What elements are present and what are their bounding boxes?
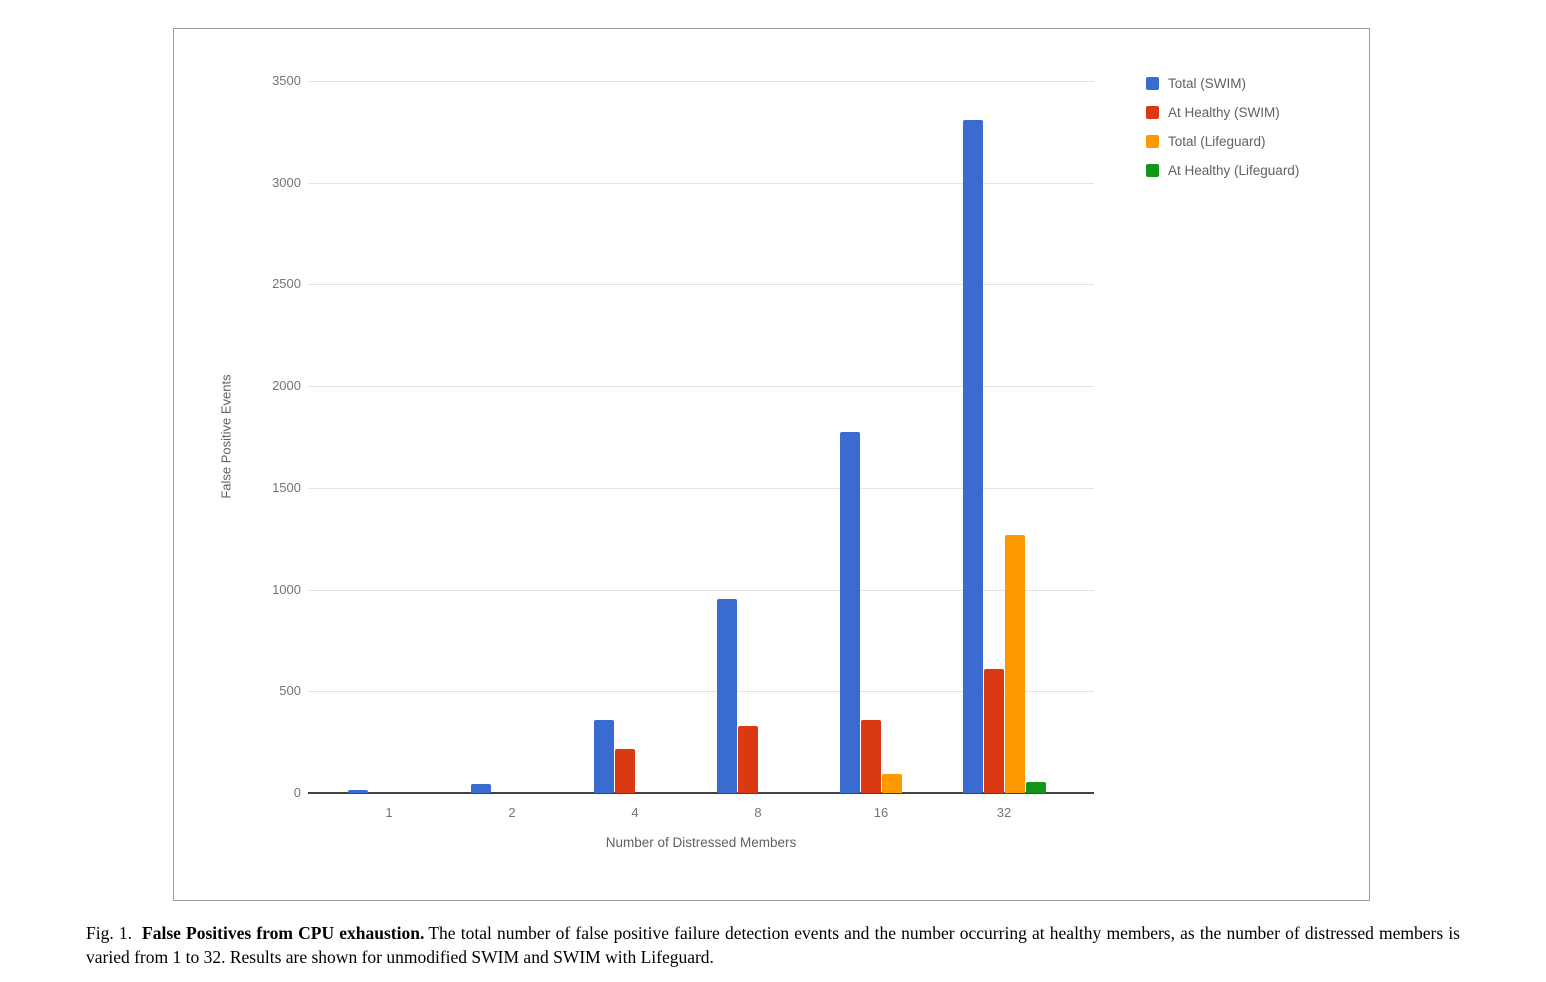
bar-total-swim-x2 [470, 783, 491, 793]
bar-at-healthy-swim-x16 [860, 719, 881, 793]
bar-at-healthy-swim-x4 [614, 749, 635, 793]
y-tick-label: 3000 [272, 174, 301, 190]
y-tick-label: 2500 [272, 276, 301, 292]
x-tick-label: 2 [508, 805, 516, 820]
gridline [308, 284, 1094, 286]
legend-label: Total (Lifeguard) [1168, 133, 1266, 149]
legend: Total (SWIM) At Healthy (SWIM) Total (Life… [1146, 73, 1299, 189]
x-tick-label: 4 [631, 805, 639, 820]
x-axis-title: Number of Distressed Members [605, 835, 797, 850]
gridline [308, 589, 1094, 591]
bar-total-lifeguard-x16 [881, 773, 902, 793]
legend-swatch-icon [1146, 163, 1159, 177]
bar-total-swim-x16 [839, 431, 860, 793]
y-tick-label: 1000 [272, 581, 301, 597]
y-tick-label: 2000 [272, 378, 301, 394]
legend-item-total-lifeguard: Total (Lifeguard) [1146, 131, 1299, 151]
y-tick-label: 500 [279, 683, 301, 699]
y-tick-label: 0 [293, 785, 301, 800]
figure-caption: Fig. 1. False Positives from CPU exhausti… [86, 922, 1460, 969]
legend-label: At Healthy (SWIM) [1168, 104, 1280, 120]
legend-swatch-icon [1146, 134, 1159, 148]
legend-item-at-healthy-lifeguard: At Healthy (Lifeguard) [1146, 160, 1299, 180]
gridline [308, 487, 1094, 489]
chart-panel: 0 500 1000 1500 2000 2500 3000 3500 1 2 4 8 16 32 Fa… [173, 28, 1370, 901]
bar-at-healthy-swim-x32 [983, 668, 1004, 793]
legend-swatch-icon [1146, 105, 1159, 119]
gridline [308, 182, 1094, 184]
legend-item-total-swim: Total (SWIM) [1146, 73, 1299, 93]
bar-total-swim-x8 [716, 598, 737, 793]
y-tick-label: 3500 [272, 73, 301, 88]
legend-label: Total (SWIM) [1168, 75, 1247, 91]
x-axis-baseline [308, 792, 1094, 794]
x-tick-label: 8 [754, 805, 762, 820]
caption-fig-label: Fig. 1. [86, 923, 133, 943]
gridline [308, 691, 1094, 693]
bar-total-lifeguard-x32 [1004, 534, 1025, 793]
bar-total-swim-x1 [347, 789, 368, 793]
bar-at-healthy-swim-x8 [737, 725, 758, 793]
legend-item-at-healthy-swim: At Healthy (SWIM) [1146, 102, 1299, 122]
y-axis-title: False Positive Events [218, 374, 234, 499]
x-tick-label: 16 [873, 805, 889, 820]
bar-total-swim-x4 [593, 719, 614, 793]
caption-body: The total number of false positive failu… [86, 923, 1460, 967]
gridline [308, 386, 1094, 388]
caption-title: False Positives from CPU exhaustion. [142, 923, 425, 943]
legend-swatch-icon [1146, 76, 1159, 90]
bar-total-swim-x32 [962, 119, 983, 793]
y-tick-label: 1500 [272, 479, 301, 495]
x-tick-label: 1 [385, 805, 393, 820]
legend-label: At Healthy (Lifeguard) [1168, 162, 1300, 178]
bar-at-healthy-lifeguard-x32 [1025, 781, 1046, 793]
plot-area [308, 81, 1094, 794]
x-tick-label: 32 [996, 805, 1012, 820]
gridline [308, 81, 1094, 82]
